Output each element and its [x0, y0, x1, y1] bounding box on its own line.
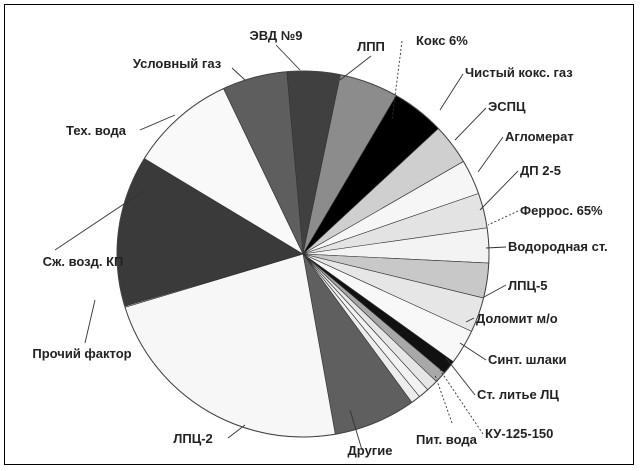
leader-line: [439, 73, 464, 111]
slice-label: Другие: [348, 443, 393, 458]
slice-label: Доломит м/о: [476, 311, 558, 326]
slice-label: Пит. вода: [416, 432, 478, 447]
leader-lines: [54, 40, 519, 451]
slice-label: Сж. возд. КП: [43, 254, 124, 269]
slice-label: Водородная ст.: [508, 239, 608, 254]
leader-line: [485, 246, 507, 249]
leader-line: [275, 44, 301, 71]
leader-line: [454, 107, 487, 141]
leader-line: [349, 409, 363, 451]
slice-label: ЛПЦ-2: [173, 431, 213, 446]
leader-line: [477, 136, 504, 173]
slice-label: Тех. вода: [66, 123, 127, 138]
leader-line: [465, 317, 475, 323]
slice-label: ДП 2-5: [520, 163, 561, 178]
leader-line: [339, 55, 372, 81]
slice-labels: ЭВД №9 ЛПП Кокс 6% Чистый кокс. газ ЭСПЦ Агло…: [32, 28, 607, 458]
leader-line: [54, 189, 146, 251]
leader-line: [84, 299, 96, 344]
leader-line: [391, 40, 403, 121]
leader-line: [445, 357, 476, 396]
slice-label: Агломерат: [505, 129, 574, 144]
slice-label: ЛПЦ-5: [508, 278, 548, 293]
leader-line: [434, 374, 453, 424]
slice-label: КУ-125-150: [485, 426, 553, 441]
slice-label: Условный газ: [133, 56, 222, 71]
slice-label: ЛПП: [357, 39, 385, 54]
slice-label: Ст. литье ЛЦ: [477, 387, 559, 402]
slice-label: ЭСПЦ: [488, 99, 526, 114]
slice-label: ЭВД №9: [249, 28, 302, 43]
leader-line: [459, 342, 487, 361]
slice-label: Синт. шлаки: [488, 352, 567, 367]
leader-line: [139, 114, 176, 131]
slice-label: Чистый кокс. газ: [465, 65, 573, 80]
pie-outline: [116, 70, 490, 438]
pie-slices: [116, 70, 490, 438]
slice-label: Кокс 6%: [416, 33, 468, 48]
leader-line: [483, 284, 507, 298]
leader-line: [227, 424, 246, 439]
slice-label: Ферроc. 65%: [520, 203, 603, 218]
leader-line: [487, 210, 519, 226]
leader-line: [439, 369, 484, 435]
leader-line: [231, 67, 246, 81]
slice-label: Прочий фактор: [32, 346, 131, 361]
leader-line: [479, 170, 519, 211]
